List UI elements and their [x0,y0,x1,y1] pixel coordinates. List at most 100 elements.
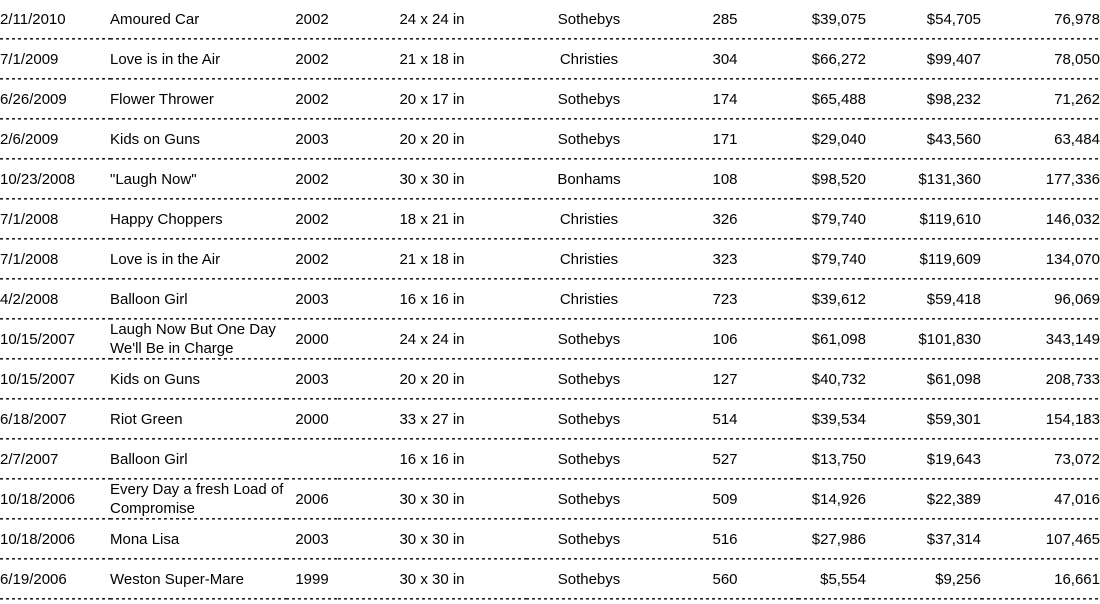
cell-artwork-title: Balloon Girl [110,280,286,320]
cell-dimensions: 30 x 30 in [338,520,526,560]
cell-sale-date: 7/1/2008 [0,200,110,240]
cell-lot-number: 323 [652,240,798,280]
cell-lot-number: 509 [652,480,798,520]
cell-price-2: $43,560 [866,120,981,160]
cell-auction-house: Bonhams [526,160,652,200]
cell-amount: 154,183 [981,400,1100,440]
cell-artwork-title: Riot Green [110,400,286,440]
cell-artwork-title: Love is in the Air [110,240,286,280]
cell-price-1: $98,520 [798,160,866,200]
cell-sale-date: 7/1/2009 [0,40,110,80]
cell-artwork-title: Laugh Now But One Day We'll Be in Charge [110,320,286,360]
table-row: 10/15/2007 Laugh Now But One Day We'll Be… [0,320,1100,360]
cell-sale-date: 10/15/2007 [0,320,110,360]
table-row: 2/7/2007 Balloon Girl 16 x 16 in Sothebys 52… [0,440,1100,480]
cell-dimensions: 30 x 30 in [338,160,526,200]
cell-price-1: $65,488 [798,80,866,120]
cell-amount: 16,661 [981,560,1100,600]
cell-dimensions: 20 x 20 in [338,120,526,160]
cell-sale-date: 4/2/2008 [0,280,110,320]
cell-price-2: $119,609 [866,240,981,280]
cell-year: 2002 [286,40,338,80]
cell-amount: 343,149 [981,320,1100,360]
cell-sale-date: 2/11/2010 [0,0,110,40]
cell-amount: 107,465 [981,520,1100,560]
cell-auction-house: Christies [526,40,652,80]
table-row: 2/11/2010 Amoured Car 2002 24 x 24 in Sotheb… [0,0,1100,40]
cell-lot-number: 174 [652,80,798,120]
table-row: 7/1/2008 Happy Choppers 2002 18 x 21 in Chri… [0,200,1100,240]
cell-price-1: $13,750 [798,440,866,480]
cell-price-2: $119,610 [866,200,981,240]
cell-dimensions: 16 x 16 in [338,440,526,480]
cell-price-1: $14,926 [798,480,866,520]
cell-price-2: $54,705 [866,0,981,40]
cell-amount: 208,733 [981,360,1100,400]
cell-lot-number: 723 [652,280,798,320]
cell-sale-date: 6/18/2007 [0,400,110,440]
cell-price-2: $99,407 [866,40,981,80]
cell-price-1: $39,534 [798,400,866,440]
cell-lot-number: 106 [652,320,798,360]
cell-amount: 71,262 [981,80,1100,120]
cell-sale-date: 10/15/2007 [0,360,110,400]
cell-dimensions: 30 x 30 in [338,560,526,600]
cell-auction-house: Sothebys [526,400,652,440]
cell-auction-house: Christies [526,280,652,320]
cell-artwork-title: Kids on Guns [110,360,286,400]
cell-artwork-title: Amoured Car [110,0,286,40]
cell-year: 2002 [286,80,338,120]
table-row: 10/23/2008 "Laugh Now" 2002 30 x 30 in Bonha… [0,160,1100,200]
table-row: 2/6/2009 Kids on Guns 2003 20 x 20 in Sotheb… [0,120,1100,160]
cell-dimensions: 24 x 24 in [338,320,526,360]
cell-price-1: $39,612 [798,280,866,320]
cell-sale-date: 10/23/2008 [0,160,110,200]
cell-lot-number: 108 [652,160,798,200]
cell-year: 2003 [286,120,338,160]
cell-auction-house: Sothebys [526,360,652,400]
cell-price-1: $61,098 [798,320,866,360]
cell-dimensions: 20 x 17 in [338,80,526,120]
cell-price-2: $37,314 [866,520,981,560]
cell-year: 2002 [286,200,338,240]
table-row: 4/2/2008 Balloon Girl 2003 16 x 16 in Christ… [0,280,1100,320]
cell-lot-number: 285 [652,0,798,40]
cell-auction-house: Sothebys [526,80,652,120]
cell-sale-date: 10/18/2006 [0,520,110,560]
cell-price-1: $66,272 [798,40,866,80]
cell-sale-date: 7/1/2008 [0,240,110,280]
cell-artwork-title: Happy Choppers [110,200,286,240]
cell-auction-house: Christies [526,240,652,280]
cell-artwork-title: Weston Super-Mare [110,560,286,600]
cell-price-2: $59,418 [866,280,981,320]
cell-auction-house: Sothebys [526,520,652,560]
table-row: 6/18/2007 Riot Green 2000 33 x 27 in Sotheby… [0,400,1100,440]
cell-year: 2003 [286,280,338,320]
cell-amount: 96,069 [981,280,1100,320]
cell-price-2: $98,232 [866,80,981,120]
cell-auction-house: Sothebys [526,0,652,40]
cell-artwork-title: Mona Lisa [110,520,286,560]
table-row: 10/18/2006 Mona Lisa 2003 30 x 30 in Sotheby… [0,520,1100,560]
cell-price-2: $22,389 [866,480,981,520]
table-row: 7/1/2009 Love is in the Air 2002 21 x 18 in… [0,40,1100,80]
cell-price-2: $9,256 [866,560,981,600]
cell-price-1: $29,040 [798,120,866,160]
table-row: 6/19/2006 Weston Super-Mare 1999 30 x 30 in… [0,560,1100,600]
cell-lot-number: 560 [652,560,798,600]
cell-year: 2003 [286,360,338,400]
cell-artwork-title: Kids on Guns [110,120,286,160]
cell-amount: 78,050 [981,40,1100,80]
cell-amount: 76,978 [981,0,1100,40]
cell-sale-date: 2/7/2007 [0,440,110,480]
table-row: 7/1/2008 Love is in the Air 2002 21 x 18 in… [0,240,1100,280]
cell-auction-house: Christies [526,200,652,240]
cell-dimensions: 33 x 27 in [338,400,526,440]
cell-dimensions: 21 x 18 in [338,240,526,280]
cell-dimensions: 16 x 16 in [338,280,526,320]
cell-dimensions: 20 x 20 in [338,360,526,400]
cell-year: 2006 [286,480,338,520]
table-row: 10/18/2006 Every Day a fresh Load of Comp… [0,480,1100,520]
cell-dimensions: 21 x 18 in [338,40,526,80]
